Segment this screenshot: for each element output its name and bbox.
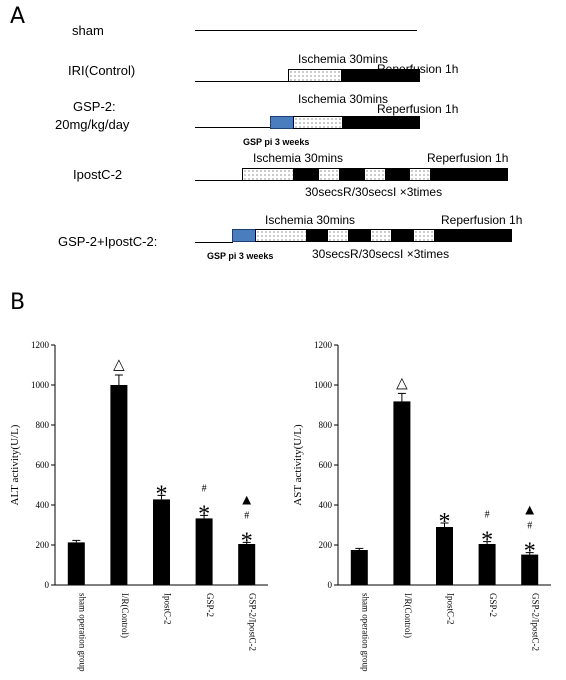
ast-y-tick-label: 800 — [319, 420, 333, 430]
alt-significance-marker: ▲ — [239, 492, 254, 508]
ast-x-tick-label: IpostC-2 — [446, 593, 456, 625]
alt-x-tick-label: GSP-2 — [205, 593, 215, 617]
combo-gsp-label: GSP pi 3 weeks — [207, 251, 274, 261]
ast-y-tick-label: 1200 — [314, 340, 333, 350]
ipostc2-cycles-label: 30secsR/30secsI ×3times — [305, 185, 443, 199]
alt-bar-chart: 0 200 400 600 800 1000 1200 ALT activity(U/L) sh… — [9, 340, 268, 672]
alt-significance-marker: # — [202, 483, 207, 494]
ast-significance-marker: △ — [396, 375, 408, 391]
ast-significance-marker: * — [524, 539, 536, 565]
alt-significance-marker: # — [244, 510, 249, 521]
iri-baseline — [195, 81, 289, 82]
alt-y-tick-label: 1200 — [31, 340, 50, 350]
ipostc2-ischemia-cycle-3 — [409, 168, 431, 181]
combo-reperfusion-cycle-2 — [348, 229, 371, 242]
alt-x-tick-label: GSP-2/IpostC-2 — [248, 593, 258, 651]
alt-significance-marker: * — [241, 528, 253, 554]
ast-y-axis-label: AST activity(U/L) — [292, 424, 304, 506]
iri-ischemia-bar — [288, 69, 342, 82]
gsp2-gsp-label: GSP pi 3 weeks — [243, 137, 310, 147]
combo-reperfusion-cycle-1 — [306, 229, 328, 242]
gsp2-ischemia-label: Ischemia 30mins — [298, 92, 389, 106]
alt-bar — [195, 518, 213, 585]
row-label-gsp2-line1: GSP-2: — [73, 99, 116, 114]
ipostc2-ischemia-bar — [242, 168, 294, 181]
alt-y-axis-label: ALT activity(U/L) — [9, 424, 21, 505]
gsp2-baseline — [195, 127, 271, 128]
alt-y-tick-label: 600 — [36, 460, 50, 470]
ipostc2-ischemia-cycle-1 — [318, 168, 340, 181]
alt-x-tick-label: sham operation group — [77, 593, 87, 672]
combo-reperfusion-cycle-3 — [391, 229, 414, 242]
alt-y-tick-label: 800 — [36, 420, 50, 430]
alt-y-tick-label: 200 — [36, 540, 50, 550]
alt-significance-marker: * — [156, 481, 168, 507]
ast-y-tick-label: 0 — [328, 580, 333, 590]
ast-significance-marker: * — [481, 528, 493, 554]
combo-cycles-label: 30secsR/30secsI ×3times — [312, 247, 450, 261]
gsp2-reperfusion-label: Reperfusion 1h — [377, 102, 459, 116]
ast-y-tick-label: 400 — [319, 500, 333, 510]
panel-a-letter: A — [10, 4, 26, 29]
combo-ischemia-cycle-1 — [327, 229, 349, 242]
ipostc2-reperfusion-label: Reperfusion 1h — [427, 151, 509, 165]
gsp2-reperfusion-bar — [342, 116, 420, 129]
ast-x-tick-label: I/R(Control) — [403, 593, 413, 638]
ast-bar — [393, 401, 411, 585]
alt-x-tick-label: IpostC-2 — [163, 593, 173, 625]
row-label-sham: sham — [72, 23, 104, 38]
ipostc2-reperfusion-cycle-2 — [385, 168, 410, 181]
ipostc2-ischemia-label: Ischemia 30mins — [253, 151, 344, 165]
combo-ischemia-bar — [255, 229, 307, 242]
alt-bar — [110, 385, 128, 585]
gsp2-gsp-bar — [270, 116, 294, 129]
alt-y-tick-label: 400 — [36, 500, 50, 510]
ast-bar — [436, 527, 453, 585]
row-label-ipostc2: IpostC-2 — [73, 167, 123, 182]
ast-significance-marker: ▲ — [522, 503, 537, 519]
ast-x-tick-label: sham operation group — [360, 593, 370, 672]
ast-bar — [350, 550, 368, 585]
alt-y-tick-label: 1000 — [31, 380, 50, 390]
ast-significance-marker: # — [485, 510, 490, 521]
combo-reperfusion-bar — [434, 229, 512, 242]
ipostc2-reperfusion-bar — [430, 168, 508, 181]
ipostc2-baseline — [195, 180, 243, 181]
iri-ischemia-label: Ischemia 30mins — [298, 52, 389, 66]
sham-timeline — [195, 30, 417, 31]
alt-bar — [67, 542, 85, 585]
ast-x-tick-label: GSP-2 — [488, 593, 498, 617]
ast-y-tick-label: 200 — [319, 540, 333, 550]
combo-ischemia-cycle-3 — [413, 229, 435, 242]
combo-baseline — [195, 242, 233, 243]
iri-reperfusion-bar — [341, 69, 420, 82]
combo-ischemia-label: Ischemia 30mins — [265, 213, 356, 227]
ast-bar-chart: 0 200 400 600 800 1000 1200 AST activity(U/L) sh… — [292, 340, 551, 672]
row-label-gsp2-line2: 20mg/kg/day — [55, 117, 130, 132]
combo-gsp-bar — [232, 229, 256, 242]
ast-significance-marker: # — [527, 521, 532, 532]
combo-ischemia-cycle-2 — [370, 229, 392, 242]
alt-significance-marker: △ — [113, 357, 125, 373]
combo-reperfusion-label: Reperfusion 1h — [441, 213, 523, 227]
panel-b-letter: B — [10, 290, 26, 315]
ast-bar — [478, 544, 496, 585]
alt-x-tick-label: I/R(Control) — [120, 593, 130, 638]
alt-bar — [153, 499, 170, 585]
ipostc2-ischemia-cycle-2 — [364, 168, 386, 181]
ast-significance-marker: * — [439, 509, 451, 535]
ast-y-tick-label: 600 — [319, 460, 333, 470]
row-label-gsp2-ipostc2: GSP-2+IpostC-2: — [58, 234, 158, 249]
alt-y-tick-label: 0 — [45, 580, 50, 590]
gsp2-ischemia-bar — [293, 116, 343, 129]
ast-y-tick-label: 1000 — [314, 380, 333, 390]
alt-bar — [238, 544, 256, 585]
row-label-iri: IRI(Control) — [68, 63, 136, 78]
alt-significance-marker: * — [198, 501, 210, 527]
ast-bar — [521, 554, 539, 585]
ast-x-tick-label: GSP-2/IpostC-2 — [531, 593, 541, 651]
